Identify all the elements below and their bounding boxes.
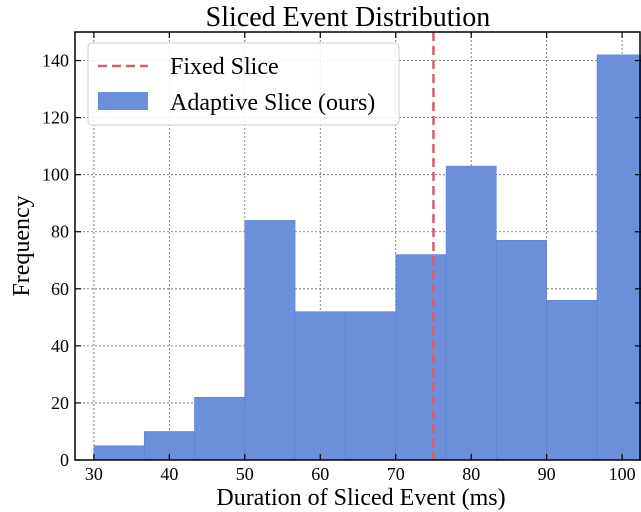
- x-tick-label: 40: [160, 464, 178, 484]
- x-axis-label: Duration of Sliced Event (ms): [216, 485, 505, 511]
- y-tick-label: 0: [60, 450, 69, 470]
- plot-frame: [74, 31, 641, 461]
- y-tick-label: 80: [51, 222, 69, 242]
- histogram-bars: [93, 54, 641, 461]
- histogram-bar: [244, 220, 296, 461]
- histogram-bar: [345, 311, 396, 461]
- histogram-bar: [546, 299, 598, 461]
- x-tick-label: 70: [387, 464, 405, 484]
- histogram-bar: [445, 165, 497, 461]
- y-tick-label: 100: [42, 165, 69, 185]
- y-tick-label: 20: [51, 393, 69, 413]
- legend-fixed-slice-label: Fixed Slice: [170, 54, 279, 80]
- x-tick-label: 90: [538, 464, 556, 484]
- histogram-bar: [596, 54, 641, 461]
- legend-adaptive-slice-swatch: [98, 92, 148, 110]
- x-tick-label: 60: [311, 464, 329, 484]
- histogram-bar: [93, 445, 145, 461]
- histogram-bar: [395, 254, 447, 461]
- x-tick-label: 100: [609, 464, 636, 484]
- y-tick-label: 120: [42, 108, 69, 128]
- y-tick-label: 40: [51, 336, 69, 356]
- axis-ticks: 30 40 50 60 70 80 90 100 0 20 40 60 80 100 120 140: [42, 32, 641, 484]
- histogram-bar: [294, 311, 346, 461]
- legend: Fixed Slice Adaptive Slice (ours): [87, 42, 400, 126]
- legend-box: [87, 42, 400, 126]
- x-tick-label: 80: [462, 464, 480, 484]
- histogram-bar: [194, 396, 246, 461]
- x-tick-label: 50: [236, 464, 254, 484]
- histogram-bar: [496, 240, 547, 461]
- y-tick-label: 140: [42, 51, 69, 71]
- y-tick-label: 60: [51, 279, 69, 299]
- legend-adaptive-slice-label: Adaptive Slice (ours): [170, 90, 375, 116]
- y-axis-label: Frequency: [9, 195, 35, 296]
- chart-title: Sliced Event Distribution: [206, 2, 491, 33]
- x-tick-label: 30: [85, 464, 103, 484]
